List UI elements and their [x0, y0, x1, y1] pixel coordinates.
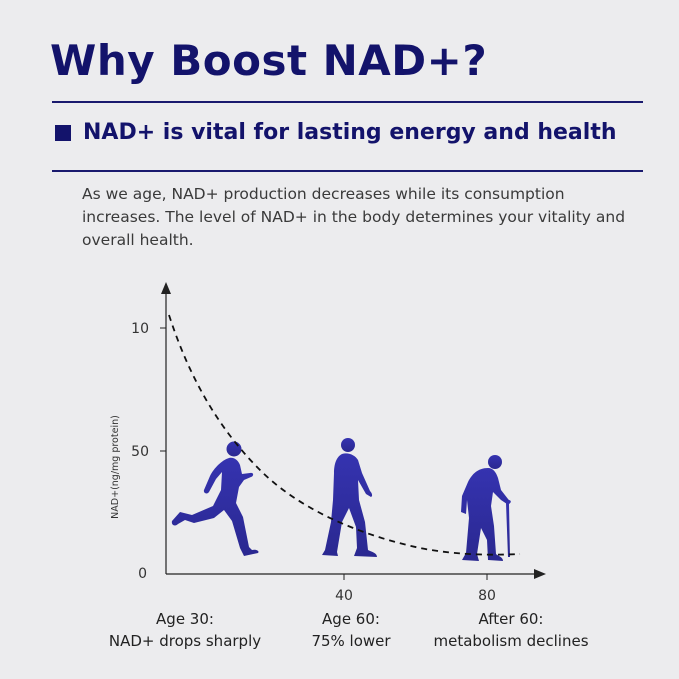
- caption-age-60: Age 60: 75% lower: [311, 610, 391, 650]
- caption-after-60: After 60: metabolism declines: [433, 610, 589, 650]
- y-tick-label-10: 10: [131, 321, 149, 337]
- x-tick-label-80: 80: [478, 588, 496, 604]
- section-heading-text: NAD+ is vital for lasting energy and hea…: [83, 120, 617, 145]
- y-tick-label-0: 0: [138, 566, 147, 582]
- stage-captions: Age 30: NAD+ drops sharply Age 60: 75% l…: [0, 608, 679, 668]
- intro-paragraph: As we age, NAD+ production decreases whi…: [82, 185, 626, 249]
- section-divider: [52, 170, 643, 172]
- title-divider: [52, 101, 643, 103]
- x-axis-arrow-icon: [534, 569, 546, 579]
- nad-decline-curve: [168, 314, 521, 556]
- runner-icon: [171, 441, 259, 556]
- section-heading: NAD+ is vital for lasting energy and hea…: [55, 120, 617, 145]
- y-axis-label: NAD+(ng/mg protein): [110, 415, 121, 519]
- caption-age-30: Age 30: NAD+ drops sharply: [108, 610, 262, 650]
- bullet-square-icon: [55, 124, 71, 141]
- page-title: Why Boost NAD+?: [50, 36, 488, 85]
- walking-man-icon: [322, 438, 377, 557]
- elderly-man-with-cane-icon: [461, 455, 511, 561]
- y-axis-arrow-icon: [161, 282, 171, 294]
- y-tick-label-50: 50: [131, 444, 149, 460]
- x-tick-label-40: 40: [335, 588, 353, 604]
